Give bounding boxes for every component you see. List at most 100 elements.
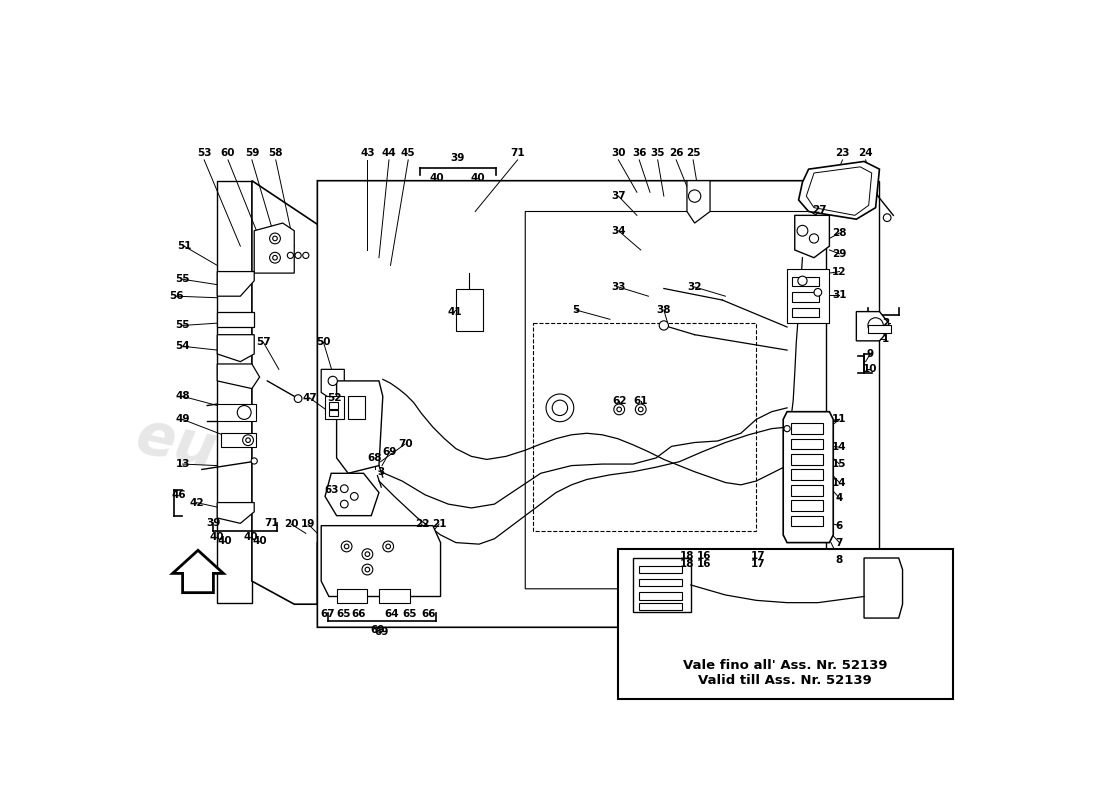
Text: 46: 46	[172, 490, 186, 500]
Polygon shape	[321, 370, 344, 400]
Bar	[218, 404, 255, 421]
Polygon shape	[799, 162, 880, 219]
Circle shape	[341, 500, 349, 508]
Text: 48: 48	[175, 391, 190, 402]
Circle shape	[614, 404, 625, 414]
Circle shape	[689, 190, 701, 202]
Text: 8: 8	[836, 554, 843, 565]
Text: 17: 17	[750, 551, 766, 562]
Circle shape	[344, 544, 349, 549]
Circle shape	[362, 564, 373, 575]
Polygon shape	[218, 334, 254, 362]
Polygon shape	[252, 181, 356, 604]
Text: 32: 32	[688, 282, 702, 292]
Text: 17: 17	[750, 559, 766, 569]
Text: 35: 35	[650, 148, 664, 158]
Circle shape	[617, 407, 621, 412]
Text: 52: 52	[327, 393, 341, 403]
Text: 40: 40	[218, 536, 232, 546]
Text: 40: 40	[243, 532, 257, 542]
Text: 45: 45	[400, 148, 416, 158]
Text: 42: 42	[189, 498, 204, 507]
Text: 12: 12	[833, 266, 847, 277]
Text: 2: 2	[882, 318, 889, 328]
Polygon shape	[337, 381, 383, 474]
Bar	[791, 500, 823, 511]
Circle shape	[546, 394, 574, 422]
Circle shape	[365, 567, 370, 572]
Polygon shape	[254, 223, 295, 273]
Text: 3: 3	[377, 466, 384, 477]
Text: 25: 25	[686, 148, 701, 158]
Bar	[791, 438, 823, 450]
Text: 65: 65	[403, 610, 417, 619]
Text: eurospares: eurospares	[131, 407, 504, 539]
Text: 19: 19	[301, 519, 316, 529]
Bar	[348, 396, 365, 419]
Text: 33: 33	[612, 282, 626, 292]
Text: 5: 5	[572, 305, 580, 315]
Text: 40: 40	[252, 536, 267, 546]
Polygon shape	[455, 289, 483, 331]
Text: 1: 1	[882, 334, 889, 343]
Circle shape	[365, 552, 370, 557]
Bar	[329, 410, 338, 416]
Text: 31: 31	[833, 290, 847, 300]
Bar	[791, 485, 823, 496]
Polygon shape	[783, 412, 834, 542]
Polygon shape	[218, 271, 254, 296]
Text: 50: 50	[317, 338, 331, 347]
Text: 16: 16	[696, 559, 711, 569]
Bar	[639, 566, 682, 574]
Polygon shape	[856, 312, 889, 341]
Text: 9: 9	[867, 349, 873, 359]
Text: eurospares: eurospares	[477, 407, 850, 539]
Polygon shape	[218, 502, 254, 523]
Text: 69: 69	[375, 627, 389, 637]
Text: 43: 43	[360, 148, 375, 158]
Circle shape	[798, 276, 807, 286]
Polygon shape	[806, 167, 871, 215]
Circle shape	[798, 226, 807, 236]
Circle shape	[270, 233, 280, 244]
Text: 63: 63	[324, 486, 339, 495]
Polygon shape	[634, 558, 691, 612]
Circle shape	[295, 252, 301, 258]
Text: 4: 4	[836, 493, 843, 503]
Circle shape	[270, 252, 280, 263]
Text: Vale fino all' Ass. Nr. 52139: Vale fino all' Ass. Nr. 52139	[683, 659, 888, 672]
Circle shape	[351, 493, 359, 500]
Text: 49: 49	[175, 414, 190, 424]
Text: 6: 6	[836, 521, 843, 530]
Text: 60: 60	[221, 148, 235, 158]
Circle shape	[362, 549, 373, 559]
Text: 62: 62	[612, 396, 626, 406]
Circle shape	[302, 252, 309, 258]
Text: 47: 47	[302, 393, 317, 403]
Text: 57: 57	[256, 338, 271, 347]
Circle shape	[287, 252, 294, 258]
Text: 38: 38	[657, 305, 671, 315]
Circle shape	[810, 234, 818, 243]
Text: 10: 10	[864, 364, 878, 374]
Circle shape	[245, 438, 251, 442]
Polygon shape	[794, 215, 829, 258]
Text: 28: 28	[833, 228, 847, 238]
Text: 39: 39	[450, 154, 464, 163]
Text: 37: 37	[612, 191, 626, 201]
Circle shape	[784, 426, 790, 432]
Bar	[337, 589, 367, 602]
Text: 7: 7	[836, 538, 843, 547]
Circle shape	[238, 406, 251, 419]
Polygon shape	[326, 474, 378, 516]
Bar	[326, 396, 344, 419]
Polygon shape	[218, 312, 254, 327]
Text: 53: 53	[197, 148, 211, 158]
Text: 29: 29	[833, 249, 847, 259]
Circle shape	[814, 289, 822, 296]
Circle shape	[341, 485, 349, 493]
Text: 18: 18	[680, 559, 694, 569]
Text: 14: 14	[832, 478, 847, 487]
Bar	[792, 277, 820, 286]
Circle shape	[638, 407, 644, 412]
